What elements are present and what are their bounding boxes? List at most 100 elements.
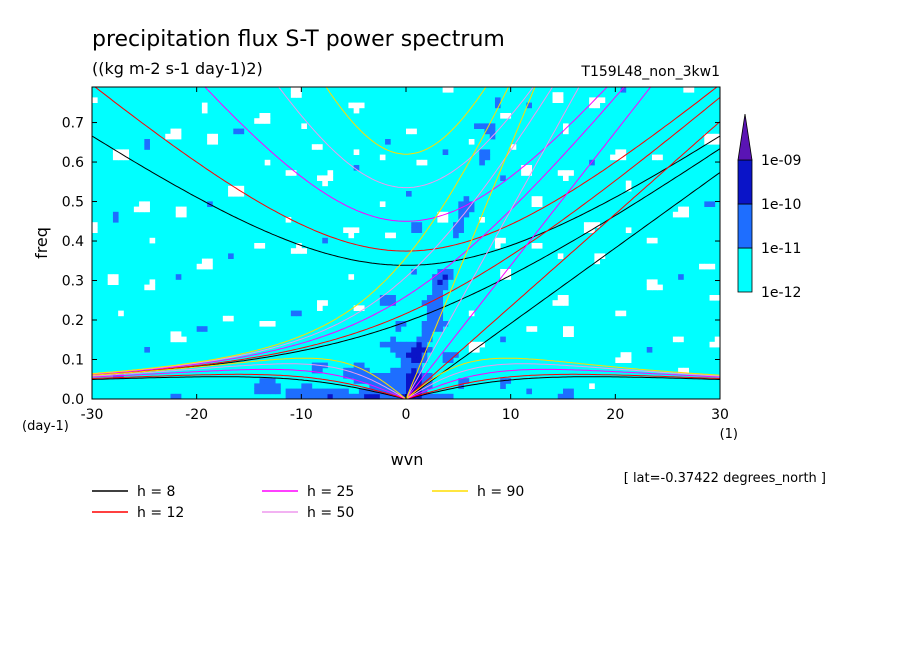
contour-cell xyxy=(568,393,574,399)
contour-cell xyxy=(709,139,716,145)
contour-cell xyxy=(379,201,386,207)
contour-cell xyxy=(563,331,569,337)
contour-cell xyxy=(458,201,464,207)
contour-cell xyxy=(589,222,595,228)
contour-cell xyxy=(165,133,171,140)
contour-cell xyxy=(411,362,417,369)
contour-cell xyxy=(112,154,119,161)
contour-cell xyxy=(416,227,423,233)
x-tick-label: -20 xyxy=(185,407,208,423)
contour-cell xyxy=(411,378,417,384)
contour-cell xyxy=(437,326,444,332)
contour-cell xyxy=(463,211,470,218)
contour-cell xyxy=(358,393,365,399)
contour-cell xyxy=(400,367,407,374)
contour-cell xyxy=(437,321,444,327)
contour-cell xyxy=(426,373,433,379)
contour-cell xyxy=(238,185,245,192)
contour-cell xyxy=(426,295,433,301)
contour-cell xyxy=(133,206,140,213)
contour-cell xyxy=(474,341,480,348)
contour-cell xyxy=(458,211,464,218)
contour-cell xyxy=(306,383,313,389)
contour-cell xyxy=(170,336,177,343)
contour-cell xyxy=(432,284,438,291)
contour-cell xyxy=(385,139,391,145)
contour-cell xyxy=(264,159,271,166)
contour-cell xyxy=(395,388,402,395)
contour-cell xyxy=(678,367,684,374)
contour-cell xyxy=(426,310,433,317)
contour-cell xyxy=(385,300,391,306)
contour-cell xyxy=(442,217,449,223)
contour-cell xyxy=(416,222,423,228)
contour-cell xyxy=(714,295,720,301)
contour-cell xyxy=(500,274,506,280)
inertia-gravity-curve xyxy=(325,87,487,155)
contour-cell xyxy=(118,310,124,317)
colorbar-label: 1e-09 xyxy=(761,153,801,169)
contour-cell xyxy=(594,222,601,228)
contour-cell xyxy=(683,87,689,93)
contour-cell xyxy=(353,373,360,379)
contour-cell xyxy=(201,102,208,109)
contour-cell xyxy=(426,393,433,399)
contour-cell xyxy=(269,378,276,384)
contour-cell xyxy=(411,222,417,228)
contour-cell xyxy=(170,133,177,140)
contour-cell xyxy=(563,123,569,129)
contour-cell xyxy=(379,154,386,161)
y-tick-label: 0.5 xyxy=(62,195,84,211)
contour-cell xyxy=(374,393,381,399)
contour-cell xyxy=(358,362,365,369)
contour-cell xyxy=(594,253,601,259)
contour-cell xyxy=(327,388,334,395)
contour-cell xyxy=(437,284,444,291)
contour-cell xyxy=(358,305,365,311)
contour-cell xyxy=(589,97,595,103)
contour-cell xyxy=(343,227,349,233)
contour-cell xyxy=(646,237,653,244)
contour-cell xyxy=(432,310,438,317)
contour-cell xyxy=(400,388,407,395)
contour-cell xyxy=(395,352,402,358)
contour-cell xyxy=(411,357,417,363)
contour-cell xyxy=(301,123,307,129)
contour-cell xyxy=(92,97,98,103)
contour-cell xyxy=(92,222,98,228)
contour-cell xyxy=(421,393,428,399)
contour-cell xyxy=(238,128,245,135)
x-axis: -30 -20 -10 0 10 20 30 xyxy=(81,87,729,423)
contour-cell xyxy=(406,347,412,353)
contour-cell xyxy=(374,373,381,379)
latitude-annotation: [ lat=-0.37422 degrees_north ] xyxy=(624,471,826,486)
contour-cell xyxy=(269,321,276,327)
legend-label: h = 25 xyxy=(307,484,354,500)
contour-cell xyxy=(442,87,449,93)
contour-cell xyxy=(552,92,559,98)
contour-cell xyxy=(568,170,574,176)
contour-cell xyxy=(447,274,454,280)
contour-cell xyxy=(301,388,307,395)
contour-cell xyxy=(400,383,407,389)
contour-cell xyxy=(353,378,360,384)
contour-cell xyxy=(500,383,506,389)
legend-label: h = 90 xyxy=(477,484,524,500)
contour-cell xyxy=(468,341,475,348)
contour-cell xyxy=(180,336,187,343)
mixed-rossby-gravity-curve xyxy=(92,87,554,375)
contour-cell xyxy=(296,87,302,93)
contour-cell xyxy=(296,92,302,98)
contour-cell xyxy=(296,243,302,249)
contour-cell xyxy=(474,347,480,353)
contour-cell xyxy=(458,378,464,384)
contour-cell xyxy=(275,383,281,389)
contour-cell xyxy=(118,149,124,155)
contour-cell xyxy=(500,336,506,343)
contour-cell xyxy=(463,206,470,213)
x-tick-label: -30 xyxy=(81,407,104,423)
contour-cell xyxy=(557,295,564,301)
contour-cell xyxy=(254,383,260,389)
contour-cell xyxy=(557,97,564,103)
contour-cell xyxy=(144,347,150,353)
